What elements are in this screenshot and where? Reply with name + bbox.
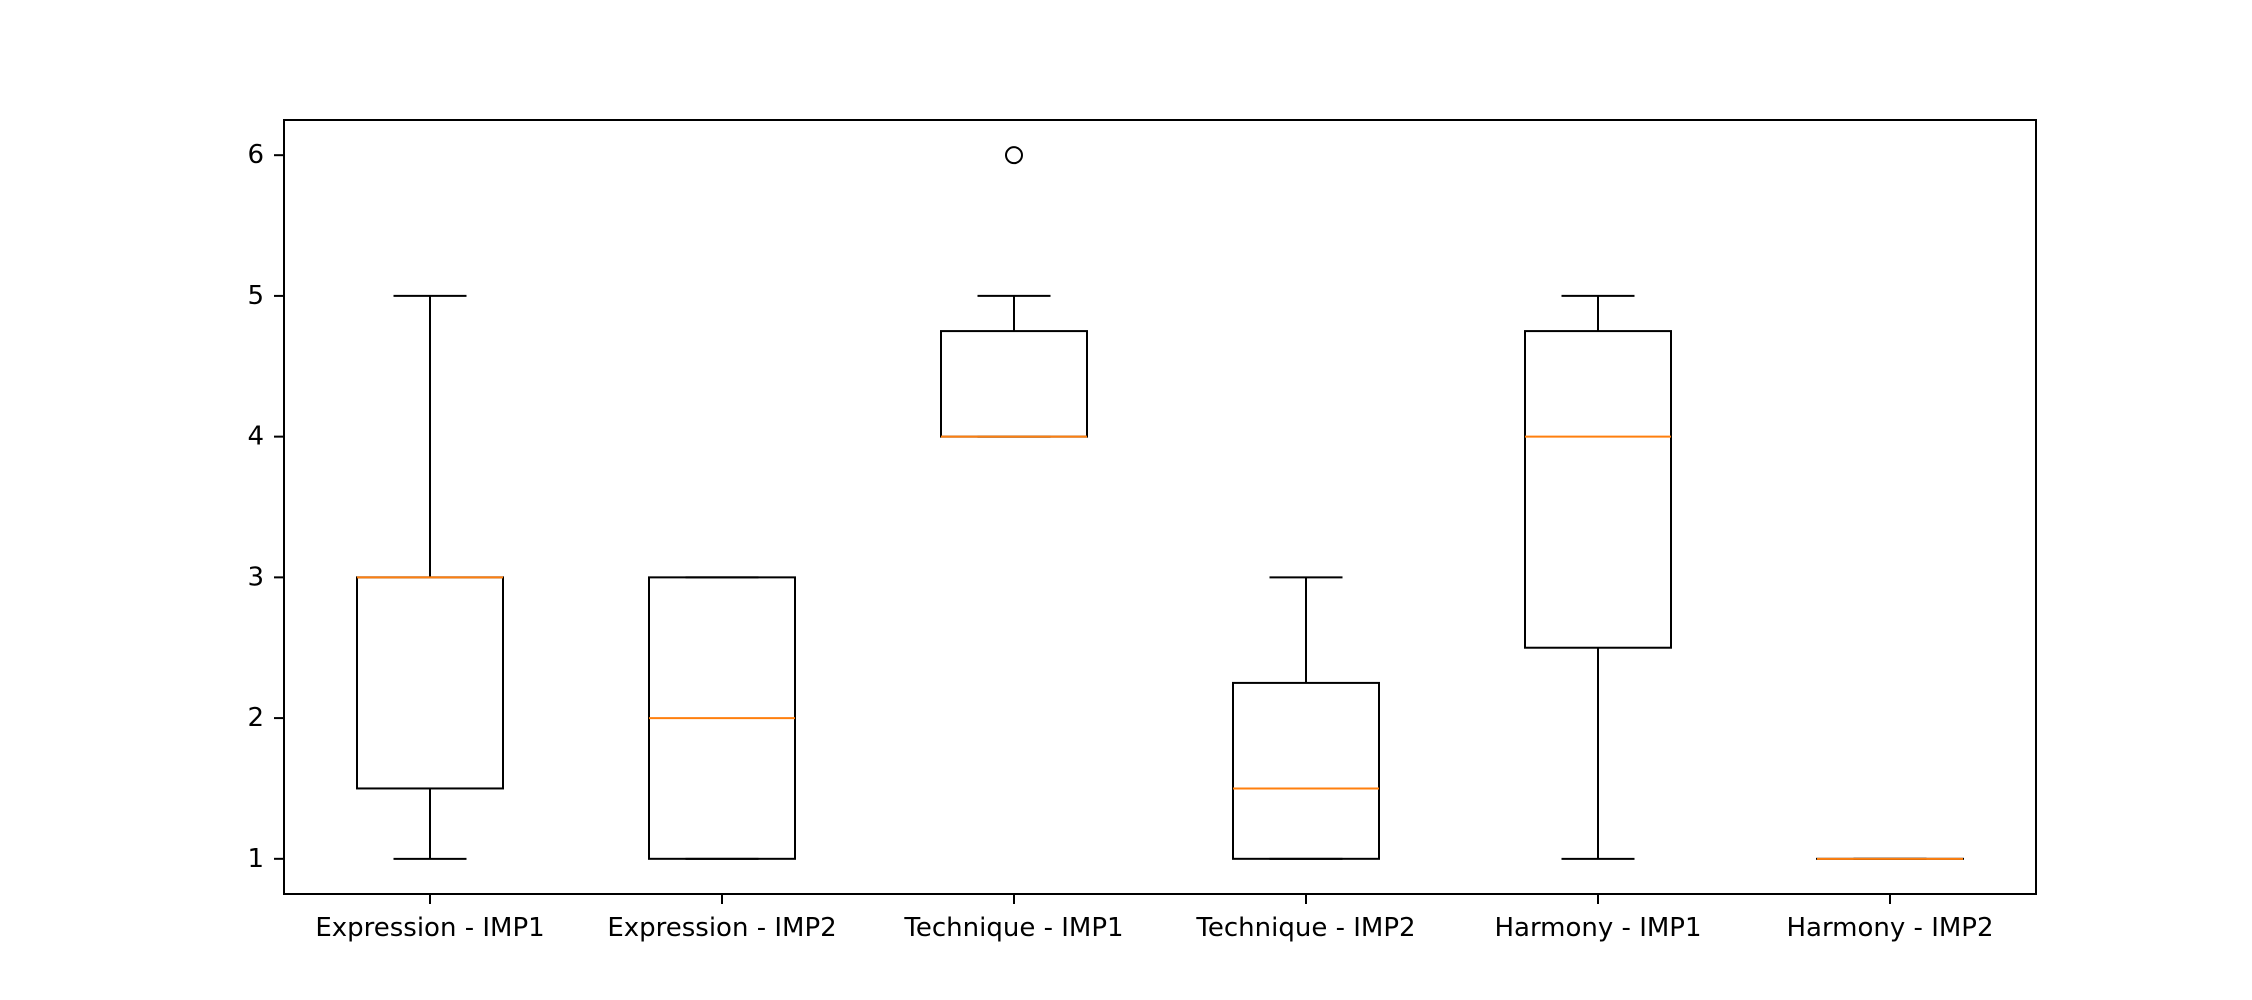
y-tick-label: 6 [247,140,264,170]
plot-area-frame [283,119,2037,895]
plot-layer: 1 2 3 4 5 6 Expression - IMP1 Expression - IMP2… [247,140,1993,943]
box-iqr [1524,330,1672,649]
box-iqr [940,330,1088,438]
y-tick-label: 1 [247,844,264,874]
x-tick-label: Expression - IMP1 [315,913,544,943]
y-tick-label: 3 [247,562,264,592]
y-tick-label: 5 [247,281,264,311]
box-iqr [1232,681,1380,860]
x-tick-label: Technique - IMP1 [903,913,1123,943]
x-tick-label: Harmony - IMP2 [1786,913,1993,943]
outlier-point [1005,146,1023,165]
x-tick-label: Harmony - IMP1 [1494,913,1701,943]
x-tick-label: Technique - IMP2 [1195,913,1415,943]
x-tick-label: Expression - IMP2 [607,913,836,943]
box-iqr [356,576,504,790]
y-tick-label: 4 [247,422,264,452]
y-tick-label: 2 [247,703,264,733]
